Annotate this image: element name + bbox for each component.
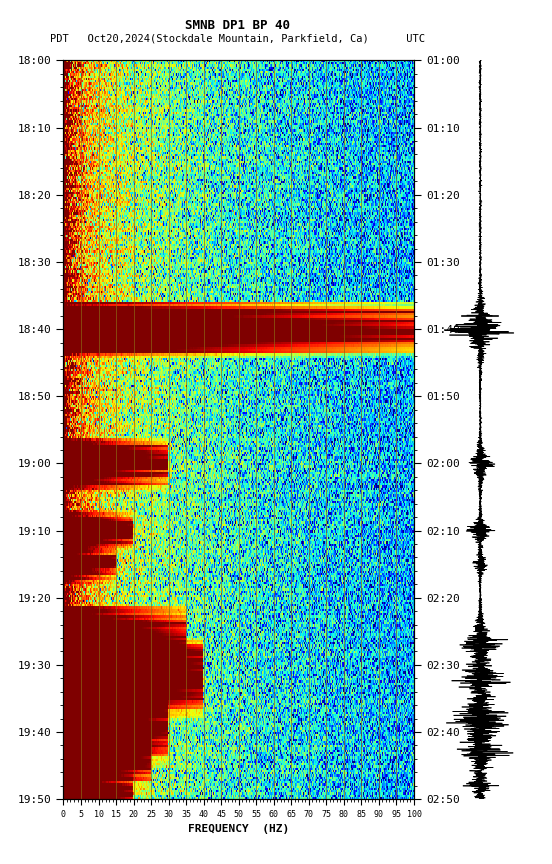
Text: PDT   Oct20,2024(Stockdale Mountain, Parkfield, Ca)      UTC: PDT Oct20,2024(Stockdale Mountain, Parkf… bbox=[50, 34, 425, 44]
Text: SMNB DP1 BP 40: SMNB DP1 BP 40 bbox=[185, 19, 290, 32]
X-axis label: FREQUENCY  (HZ): FREQUENCY (HZ) bbox=[188, 824, 289, 834]
